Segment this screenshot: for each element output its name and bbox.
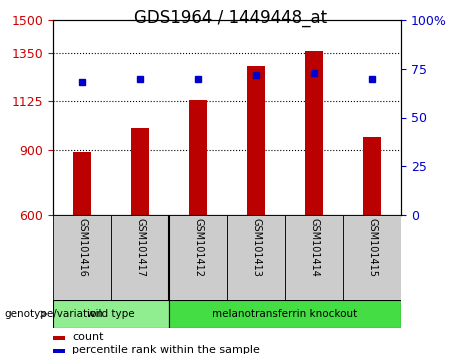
Text: GDS1964 / 1449448_at: GDS1964 / 1449448_at: [134, 9, 327, 27]
Bar: [248, 65, 265, 215]
Text: count: count: [72, 332, 104, 342]
Bar: [227, 215, 285, 300]
Bar: [169, 300, 401, 328]
Text: GSM101417: GSM101417: [135, 218, 145, 276]
Text: wild type: wild type: [87, 309, 135, 319]
Text: genotype/variation: genotype/variation: [5, 309, 104, 319]
Bar: [305, 51, 323, 215]
Bar: [53, 300, 169, 328]
Text: percentile rank within the sample: percentile rank within the sample: [72, 345, 260, 354]
Bar: [111, 215, 169, 300]
Bar: [189, 100, 207, 215]
Bar: [169, 215, 227, 300]
Text: GSM101412: GSM101412: [193, 218, 203, 276]
Bar: [53, 215, 111, 300]
Bar: [343, 215, 401, 300]
Bar: [363, 137, 381, 215]
Bar: [53, 349, 65, 353]
Text: melanotransferrin knockout: melanotransferrin knockout: [213, 309, 358, 319]
Text: GSM101416: GSM101416: [77, 218, 87, 276]
Bar: [73, 152, 91, 215]
Bar: [131, 129, 149, 215]
Bar: [285, 215, 343, 300]
Bar: [53, 336, 65, 340]
Text: GSM101414: GSM101414: [309, 218, 319, 276]
Text: GSM101413: GSM101413: [251, 218, 261, 276]
Text: GSM101415: GSM101415: [367, 218, 377, 276]
